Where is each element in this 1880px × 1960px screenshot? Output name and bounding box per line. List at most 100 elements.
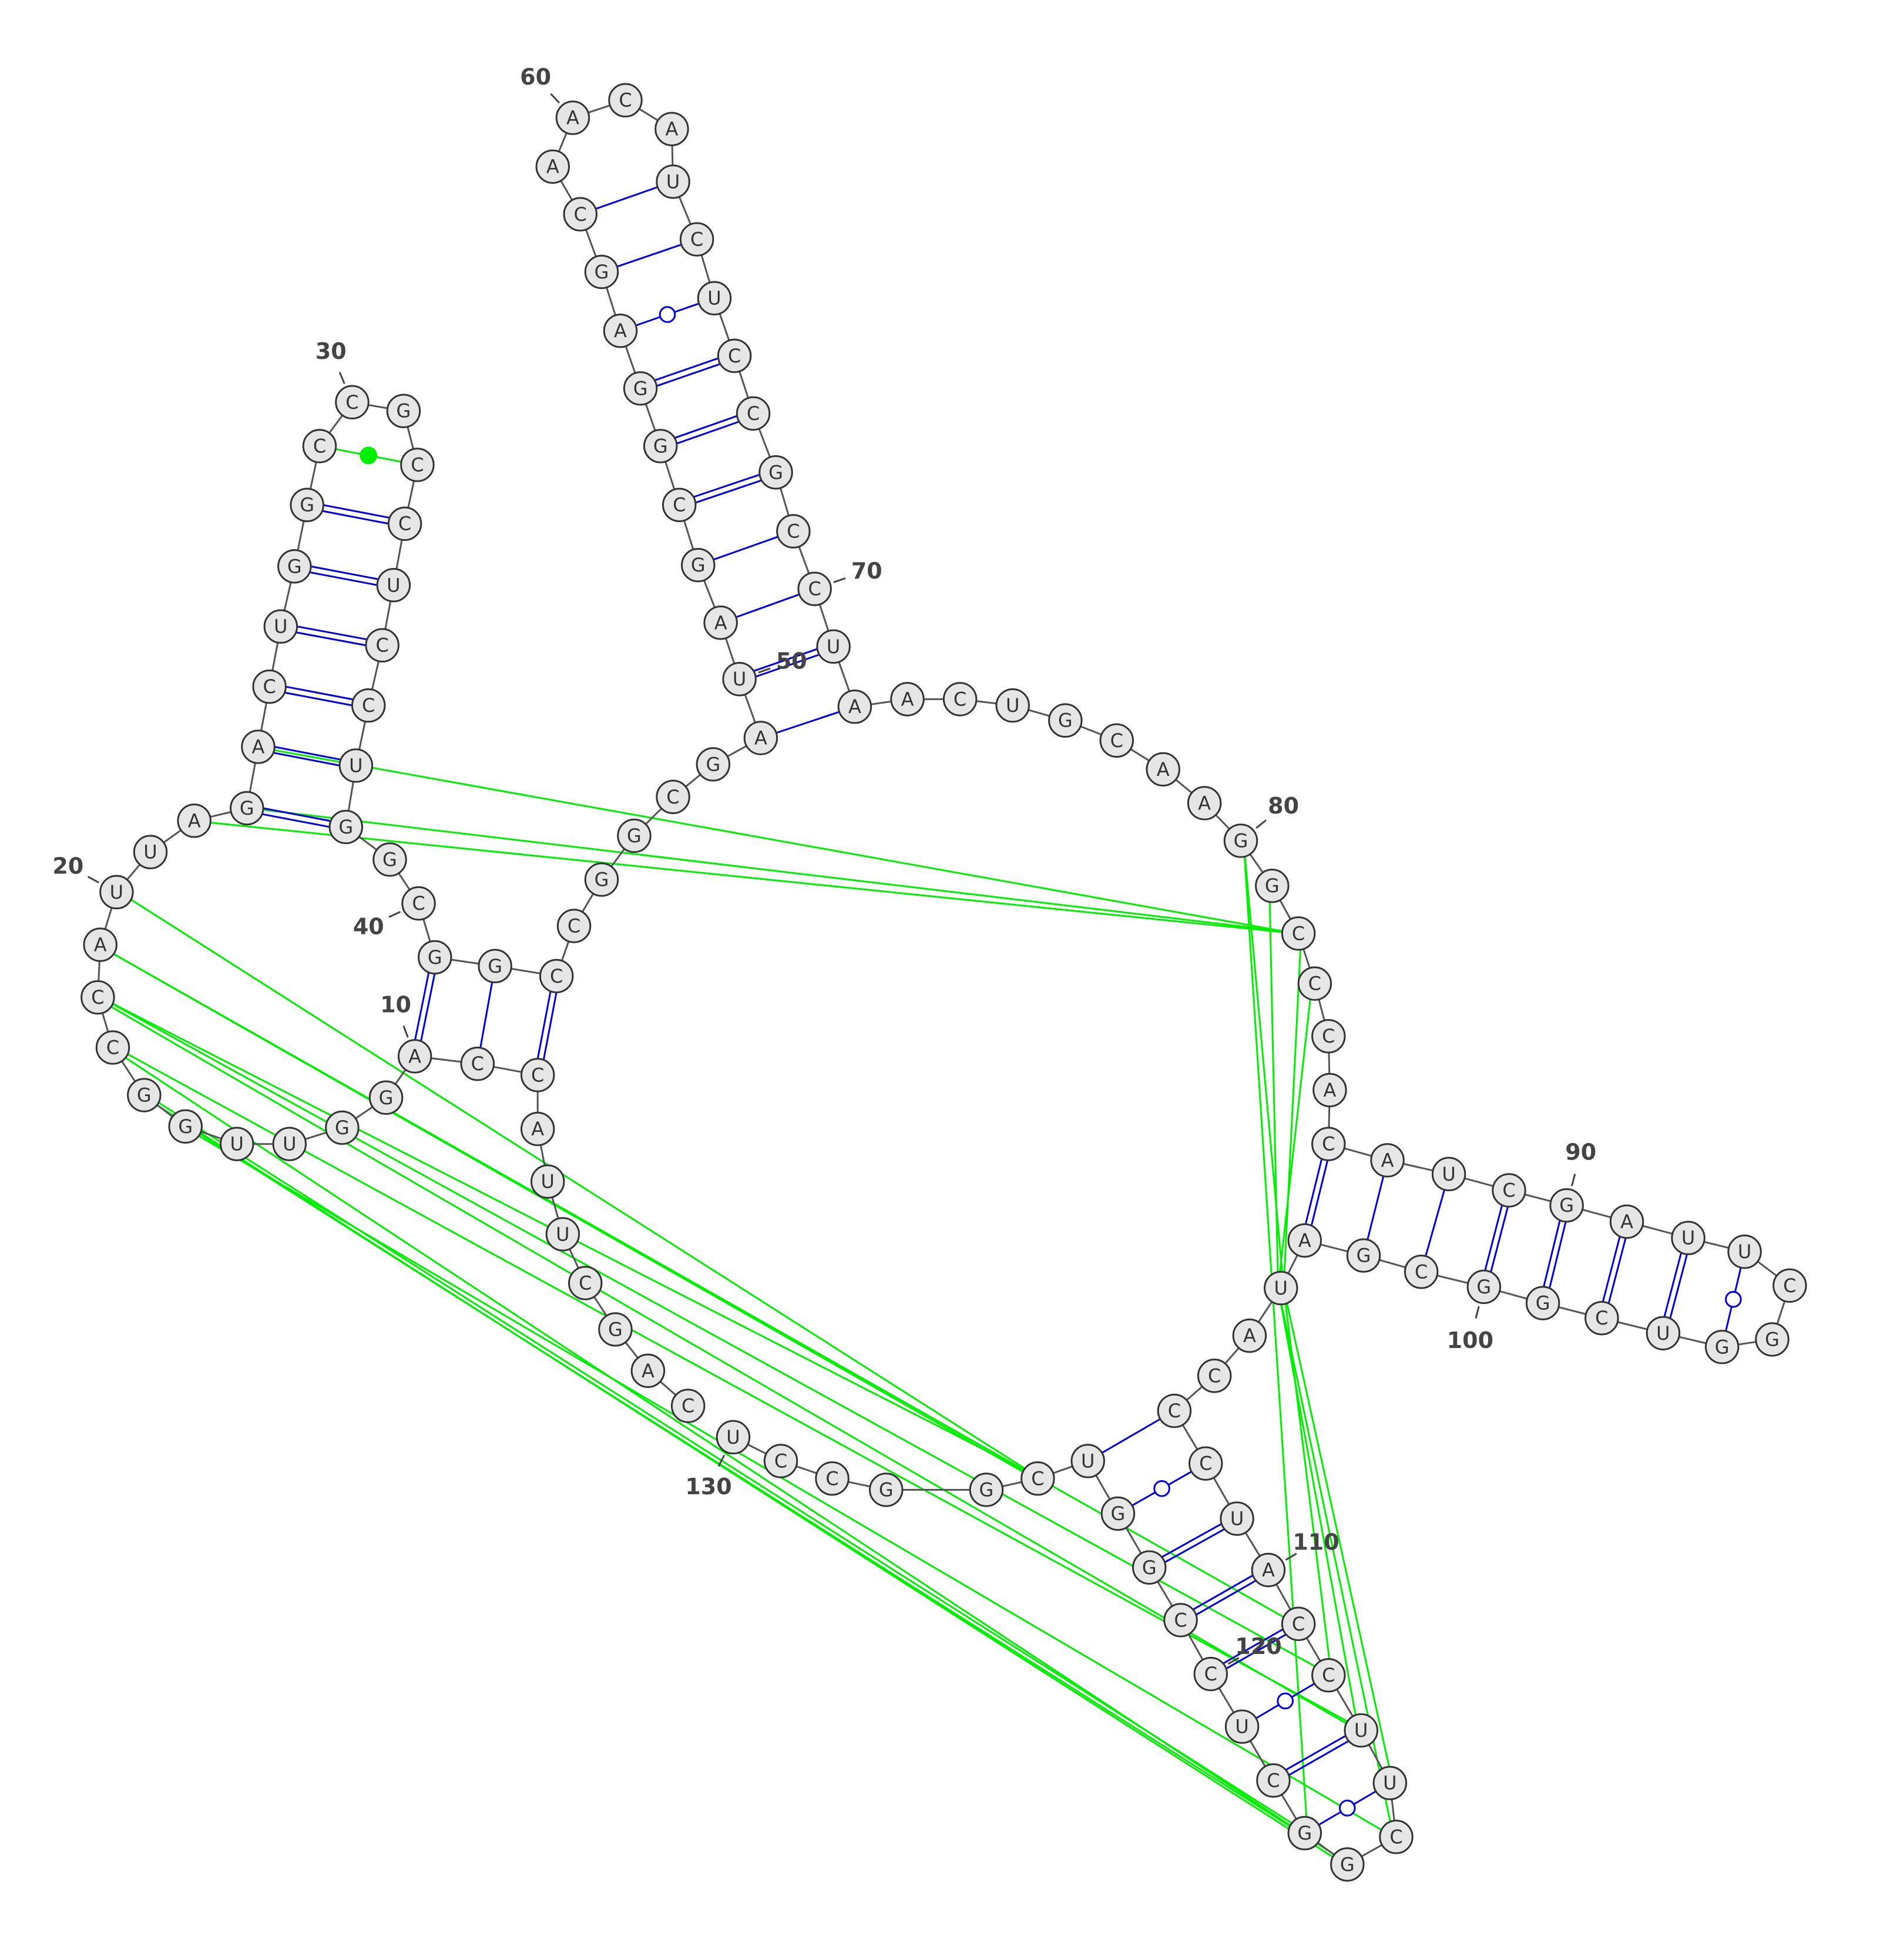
nucleotide-circle <box>837 689 872 724</box>
index-label: 130 <box>685 1474 731 1500</box>
nucleotide-circle <box>1263 1270 1298 1306</box>
index-tick <box>388 911 401 918</box>
nucleotide-letter: C <box>106 1036 119 1058</box>
nucleotide-circle <box>815 1461 850 1496</box>
nucleotide-circle <box>1727 1234 1762 1269</box>
nucleotide-letter: C <box>1595 1307 1608 1329</box>
nucleotide-circle <box>1311 1019 1346 1054</box>
gu-wobble-marker <box>659 306 676 323</box>
nucleotide-circle <box>241 729 276 764</box>
nucleotide-letter: G <box>379 1087 394 1109</box>
nucleotide-circle <box>1431 1156 1466 1192</box>
nucleotide-circle <box>743 721 778 755</box>
nucleotide-letter: A <box>531 1118 544 1140</box>
base-pair-line <box>616 244 682 268</box>
nucleotide-letter: A <box>188 809 201 832</box>
nucleotide-letter: C <box>411 453 424 476</box>
nucleotide-circle <box>603 313 638 348</box>
nucleotide-letter: C <box>1322 1133 1335 1155</box>
nucleotide-letter: C <box>1168 1400 1181 1422</box>
nucleotide-letter: U <box>1274 1277 1288 1299</box>
nucleotide-letter: A <box>614 320 627 342</box>
nucleotide-circle <box>1255 869 1290 903</box>
base-pair-line <box>536 991 552 1059</box>
nucleotide-circle <box>230 791 264 826</box>
nucleotide-letter: C <box>1267 1769 1280 1791</box>
base-pair-line <box>654 357 719 381</box>
nucleotide-letter: C <box>398 513 411 535</box>
nucleotide-circle <box>869 1472 904 1507</box>
nucleotide-letter: U <box>666 170 680 193</box>
base-pair-line <box>479 981 494 1048</box>
nucleotide-letter: A <box>1198 792 1211 814</box>
tertiary-interaction-line <box>140 1094 1345 1865</box>
nucleotide-letter: C <box>313 435 326 457</box>
nucleotide-letter: C <box>619 89 632 112</box>
nucleotide-letter: G <box>1340 1853 1355 1875</box>
tertiary-interaction-line <box>97 944 1036 1480</box>
nucleotide-letter: G <box>178 1115 193 1138</box>
nucleotide-letter: C <box>579 1272 592 1294</box>
base-pair-line <box>1164 1528 1225 1564</box>
base-pair-line <box>286 685 354 701</box>
nucleotide-circle <box>1525 1286 1560 1320</box>
base-pairs <box>262 186 1742 1826</box>
nucleotide-letter: G <box>1536 1292 1550 1314</box>
tertiary-interaction-line <box>1243 841 1308 1834</box>
nucleotide-letter: C <box>1292 1613 1305 1635</box>
nucleotide-circle <box>1224 1709 1260 1744</box>
nucleotide-circle <box>1197 1359 1232 1393</box>
base-pair-line <box>323 504 390 519</box>
nucleotide-circle <box>1070 1444 1105 1478</box>
base-pair-line <box>322 510 389 525</box>
nucleotide-circle <box>1755 1322 1790 1357</box>
nucleotide-letter: C <box>375 634 388 657</box>
nucleotide-letter: C <box>531 1064 544 1086</box>
nucleotide-circle <box>995 688 1030 723</box>
nucleotide-letter: C <box>1174 1609 1187 1631</box>
nucleotide-letter: G <box>338 816 353 838</box>
nucleotide-circle <box>539 959 574 994</box>
nucleotide-letter: C <box>412 892 425 915</box>
base-pair-line <box>1161 1523 1222 1558</box>
nucleotide-circle <box>1311 1127 1346 1161</box>
tertiary-interaction-line <box>191 819 1296 934</box>
nucleotide-letter: U <box>230 1133 243 1155</box>
nucleotide-circle <box>1163 1603 1198 1638</box>
nucleotide-letter: C <box>362 694 375 717</box>
backbone <box>96 99 1791 1865</box>
base-pair-line <box>1288 1740 1349 1776</box>
nucleotide-letter: C <box>1389 1825 1402 1848</box>
index-labels: 10 20 30 40 50 60 70 80 90 100 110 120 130 <box>52 64 1596 1665</box>
nucleotide-circle <box>1287 1223 1322 1258</box>
nucleotide-letter: G <box>627 825 642 847</box>
index-tick <box>402 1025 409 1038</box>
base-pair-line <box>1310 1160 1329 1226</box>
nucleotide-letter: G <box>706 753 720 775</box>
tertiary-interaction-line <box>1277 1287 1359 1731</box>
nucleotide-circle <box>338 748 374 783</box>
base-pair-line <box>542 992 558 1060</box>
tertiary-interaction-line <box>182 1125 1394 1838</box>
nucleotide-circle <box>1404 1255 1439 1289</box>
base-pair-line <box>1602 1236 1621 1302</box>
nucleotide-letter: C <box>728 345 741 367</box>
base-pair-line <box>595 186 658 210</box>
nucleotide-circle <box>716 1420 751 1455</box>
base-pair-line <box>756 654 820 678</box>
nucleotide-circle <box>758 455 793 490</box>
nucleotide-circle <box>401 886 436 921</box>
base-pair-line <box>414 972 430 1040</box>
nucleotide-circle <box>1609 1204 1644 1239</box>
base-pair-line <box>1367 1175 1385 1240</box>
base-pair-line <box>1196 1579 1257 1616</box>
nucleotide-circle <box>219 1127 254 1161</box>
nucleotide-circle <box>535 149 570 184</box>
nucleotide-letter: A <box>1262 1559 1275 1581</box>
nucleotide-circle <box>263 609 298 644</box>
nucleotide-letter: C <box>808 578 821 600</box>
tertiary-interaction-line <box>109 1047 1302 1834</box>
nucleotide-circle <box>1372 1766 1408 1800</box>
gu-wobble-marker <box>1277 1692 1294 1710</box>
nucleotide-letter: G <box>1142 1556 1157 1579</box>
